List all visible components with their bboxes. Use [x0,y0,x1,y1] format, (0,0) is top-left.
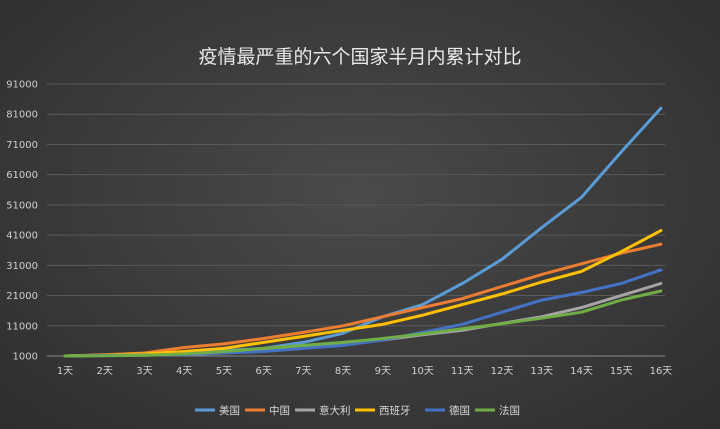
x-tick-label: 14天 [570,366,593,377]
series-line-0 [63,106,663,358]
y-tick-label: 31000 [6,261,38,272]
y-tick-label: 71000 [6,140,38,151]
series-line-3 [63,229,663,358]
y-tick-label: 11000 [6,321,38,332]
x-tick-label: 8天 [335,366,351,377]
series-line-5 [63,289,663,358]
x-tick-label: 5天 [216,366,232,377]
x-tick-label: 4天 [176,366,192,377]
legend-label: 意大利 [319,404,351,417]
y-tick-label: 1000 [13,352,38,363]
legend-item: 西班牙 [355,405,411,417]
x-tick-label: 7天 [295,366,311,377]
x-tick-label: 3天 [136,366,152,377]
x-axis-ticks: 1天 2天 3天 4天 5天 6天 7天 8天 9天 10天 11天 12天 13天 14天 15天 16天 [57,366,673,377]
legend-item: 意大利 [295,404,351,417]
gridlines [47,83,665,357]
series-lines [63,106,663,358]
y-axis-ticks: 1000 11000 21000 31000 41000 51000 61000 71000 8… [6,80,38,363]
y-tick-label: 81000 [6,110,38,121]
x-tick-label: 10天 [411,366,434,377]
legend: 美国 中国 意大利 西班牙 德国 法国 [195,404,520,417]
x-tick-label: 6天 [255,366,271,377]
legend-item: 中国 [245,404,290,417]
legend-item: 德国 [425,404,470,417]
y-tick-label: 91000 [6,80,38,91]
x-tick-label: 1天 [57,366,73,377]
series-line-1 [63,242,663,358]
legend-label: 德国 [449,404,470,417]
legend-item: 法国 [475,404,520,417]
y-tick-label: 41000 [6,231,38,242]
legend-label: 美国 [219,404,240,417]
legend-label: 法国 [499,404,520,417]
legend-label: 中国 [269,404,290,417]
x-tick-label: 15天 [610,366,633,377]
legend-item: 美国 [195,404,240,417]
y-tick-label: 61000 [6,170,38,181]
x-tick-label: 16天 [650,366,673,377]
x-tick-label: 2天 [97,366,113,377]
legend-label: 西班牙 [379,405,411,417]
x-tick-label: 9天 [375,366,391,377]
y-tick-label: 51000 [6,200,38,211]
x-tick-label: 13天 [530,366,553,377]
y-tick-label: 21000 [6,291,38,302]
x-tick-label: 11天 [451,366,474,377]
chart-title: 疫情最严重的六个国家半月内累计对比 [198,46,521,68]
x-tick-label: 12天 [491,366,514,377]
